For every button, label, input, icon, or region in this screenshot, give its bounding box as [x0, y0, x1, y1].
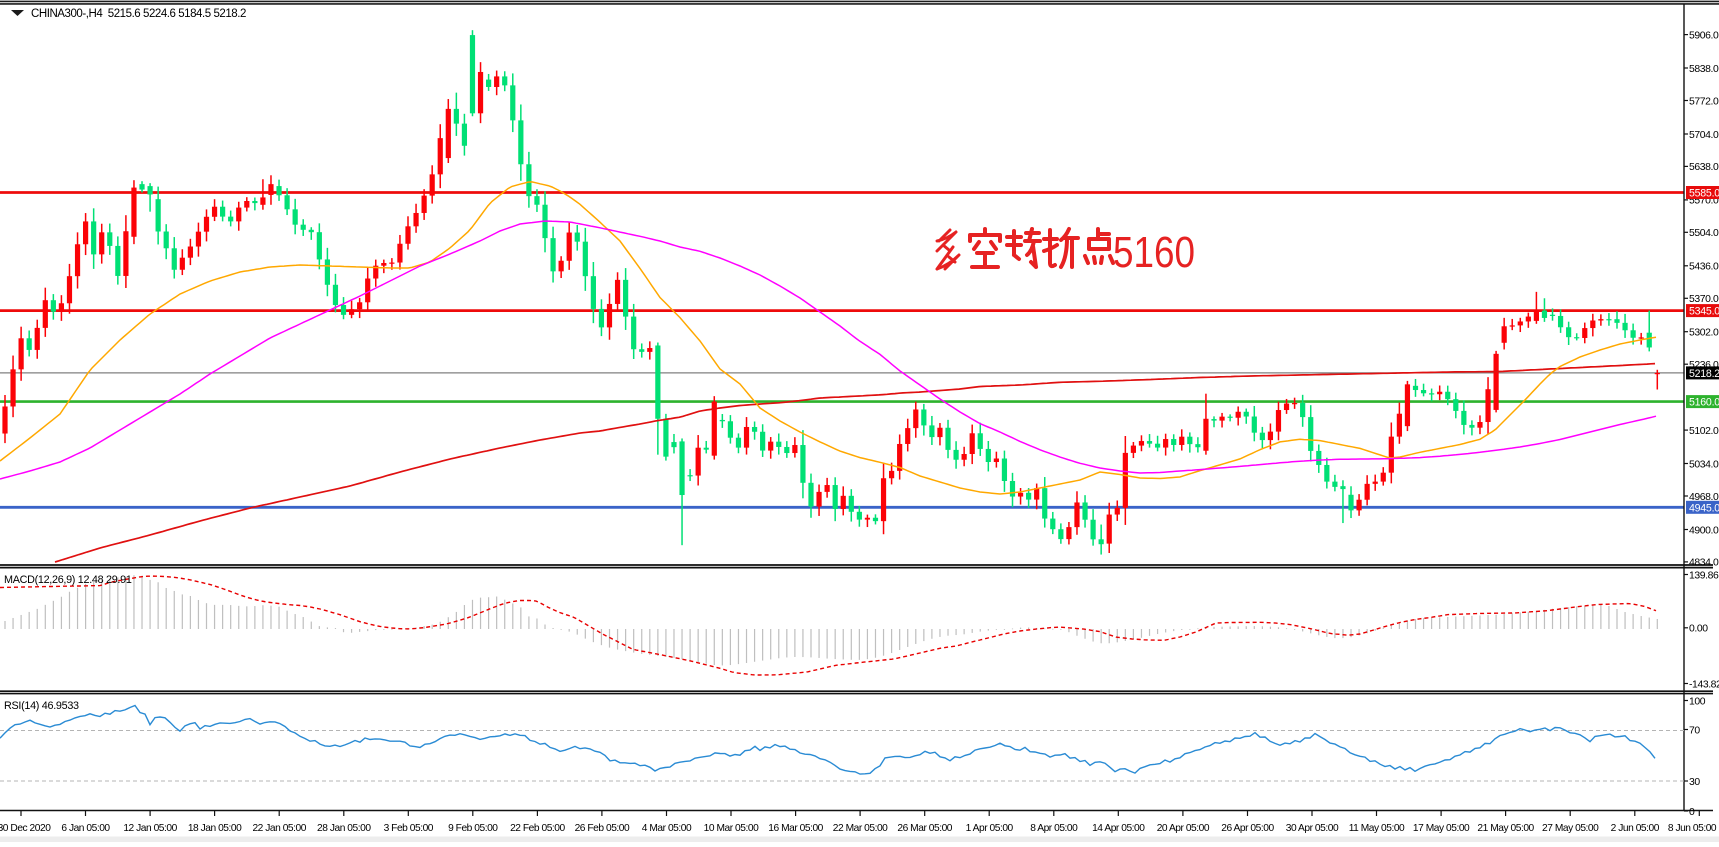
- svg-text:5504.0: 5504.0: [1689, 228, 1719, 239]
- svg-text:70: 70: [1689, 725, 1700, 736]
- svg-text:5236.0: 5236.0: [1689, 360, 1719, 371]
- svg-text:MACD(12,26,9) 12.48 29.91: MACD(12,26,9) 12.48 29.91: [4, 574, 132, 586]
- svg-text:17 May 05:00: 17 May 05:00: [1413, 823, 1470, 834]
- svg-text:5345.0: 5345.0: [1689, 306, 1719, 318]
- svg-text:11 May 05:00: 11 May 05:00: [1349, 823, 1405, 834]
- svg-text:30 Apr 05:00: 30 Apr 05:00: [1286, 823, 1339, 834]
- svg-text:5638.0: 5638.0: [1689, 162, 1719, 173]
- svg-text:22 Jan 05:00: 22 Jan 05:00: [252, 823, 306, 834]
- svg-text:2 Jun 05:00: 2 Jun 05:00: [1611, 823, 1660, 834]
- svg-text:1 Apr 05:00: 1 Apr 05:00: [966, 823, 1014, 834]
- svg-text:5772.0: 5772.0: [1689, 96, 1719, 107]
- svg-text:30 Dec 2020: 30 Dec 2020: [0, 823, 51, 834]
- svg-text:4945.0: 4945.0: [1689, 502, 1719, 514]
- svg-text:6 Jan 05:00: 6 Jan 05:00: [61, 823, 110, 834]
- svg-text:26 Mar 05:00: 26 Mar 05:00: [897, 823, 952, 834]
- svg-text:5102.0: 5102.0: [1689, 426, 1719, 437]
- svg-text:22 Feb 05:00: 22 Feb 05:00: [510, 823, 565, 834]
- svg-text:3 Feb 05:00: 3 Feb 05:00: [384, 823, 434, 834]
- svg-text:21 May 05:00: 21 May 05:00: [1477, 823, 1534, 834]
- svg-text:5302.0: 5302.0: [1689, 328, 1719, 339]
- svg-text:22 Mar 05:00: 22 Mar 05:00: [833, 823, 888, 834]
- svg-text:0.00: 0.00: [1689, 624, 1708, 635]
- svg-text:5570.0: 5570.0: [1689, 196, 1719, 207]
- svg-text:-143.82: -143.82: [1689, 679, 1719, 690]
- svg-text:4 Mar 05:00: 4 Mar 05:00: [642, 823, 692, 834]
- svg-text:26 Apr 05:00: 26 Apr 05:00: [1221, 823, 1274, 834]
- svg-text:26 Feb 05:00: 26 Feb 05:00: [575, 823, 630, 834]
- svg-text:0: 0: [1689, 807, 1695, 818]
- svg-text:5436.0: 5436.0: [1689, 262, 1719, 273]
- svg-text:5160.0: 5160.0: [1689, 397, 1719, 409]
- svg-text:4834.0: 4834.0: [1689, 558, 1719, 569]
- svg-text:18 Jan 05:00: 18 Jan 05:00: [188, 823, 242, 834]
- svg-text:27 May 05:00: 27 May 05:00: [1542, 823, 1599, 834]
- svg-text:5218.2: 5218.2: [1689, 368, 1719, 380]
- svg-text:20 Apr 05:00: 20 Apr 05:00: [1157, 823, 1210, 834]
- svg-text:5838.0: 5838.0: [1689, 64, 1719, 75]
- svg-text:5370.0: 5370.0: [1689, 294, 1719, 305]
- svg-text:12 Jan 05:00: 12 Jan 05:00: [123, 823, 177, 834]
- svg-text:8 Apr 05:00: 8 Apr 05:00: [1030, 823, 1078, 834]
- svg-text:RSI(14) 46.9533: RSI(14) 46.9533: [4, 700, 79, 712]
- svg-text:5906.0: 5906.0: [1689, 30, 1719, 41]
- svg-text:5585.0: 5585.0: [1689, 188, 1719, 200]
- svg-text:8 Jun 05:00: 8 Jun 05:00: [1668, 823, 1717, 834]
- svg-text:28 Jan 05:00: 28 Jan 05:00: [317, 823, 371, 834]
- svg-text:CHINA300-,H4 5215.6 5224.6 51: CHINA300-,H4 5215.6 5224.6 5184.5 5218.2: [31, 8, 246, 20]
- svg-text:139.86: 139.86: [1689, 570, 1719, 581]
- svg-text:5160: 5160: [1113, 228, 1195, 277]
- svg-text:5704.0: 5704.0: [1689, 130, 1719, 141]
- svg-text:100: 100: [1689, 696, 1706, 707]
- svg-text:14 Apr 05:00: 14 Apr 05:00: [1092, 823, 1145, 834]
- svg-text:16 Mar 05:00: 16 Mar 05:00: [768, 823, 823, 834]
- svg-text:5034.0: 5034.0: [1689, 459, 1719, 470]
- svg-text:10 Mar 05:00: 10 Mar 05:00: [704, 823, 759, 834]
- svg-text:30: 30: [1689, 777, 1700, 788]
- svg-text:4900.0: 4900.0: [1689, 525, 1719, 536]
- svg-text:4968.0: 4968.0: [1689, 492, 1719, 503]
- svg-text:9 Feb 05:00: 9 Feb 05:00: [448, 823, 498, 834]
